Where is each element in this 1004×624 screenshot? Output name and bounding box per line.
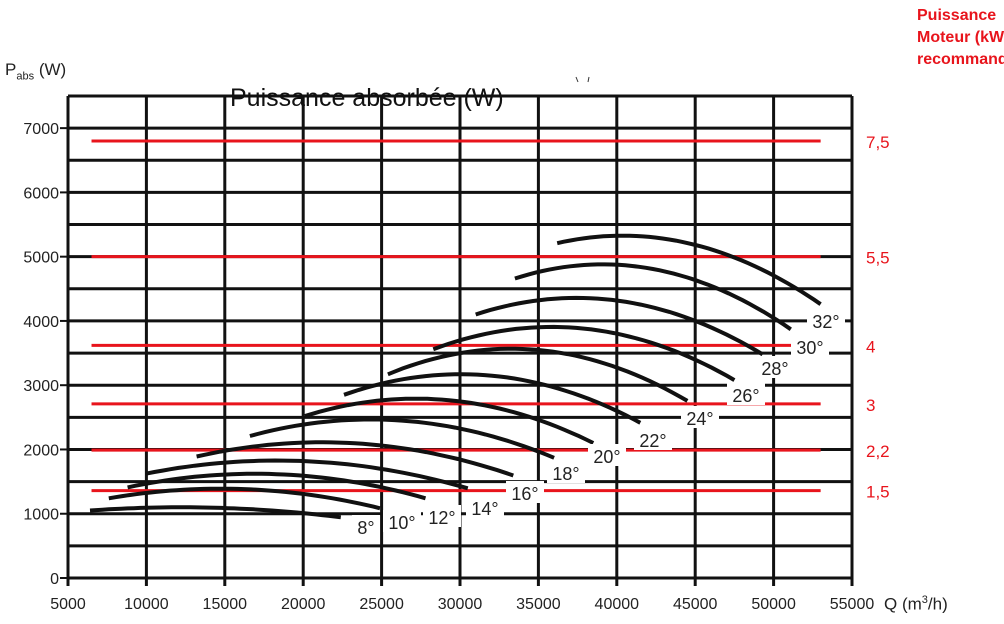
x-tick-label: 20000 — [281, 596, 326, 613]
motor-lines: 7,5 5,5 4 3 2,2 1,5 — [91, 133, 890, 502]
motor-power-label: 4 — [866, 337, 875, 356]
curves — [89, 233, 822, 520]
blade-angle-curve — [304, 396, 595, 445]
blade-angle-curve — [343, 372, 642, 425]
x-tick-label: 40000 — [595, 596, 640, 613]
x-tick-label: 5000 — [50, 596, 86, 613]
curve-label: 22° — [639, 431, 666, 451]
y-tick-label: 3000 — [23, 378, 59, 395]
axis-ticks: 0 1000 2000 3000 4000 5000 6000 7000 5000 10000 15… — [23, 121, 874, 613]
blade-angle-curve — [249, 417, 555, 460]
curve-label: 24° — [686, 409, 713, 429]
curve-label: 20° — [593, 447, 620, 467]
x-tick-label: 10000 — [124, 596, 169, 613]
curve-label-background — [791, 335, 829, 357]
y-tick-label: 5000 — [23, 250, 59, 267]
right-title-line: Puissance — [917, 7, 997, 24]
y-tick-label: 7000 — [23, 121, 59, 138]
x-tick-label: 30000 — [438, 596, 483, 613]
curve-labels: 8° 10° 12° 14° 16° 18° 20° 22° 24° 26°28° 30° 32° — [352, 309, 845, 538]
curve-label-background — [634, 428, 672, 450]
blade-angle-curve — [475, 295, 764, 357]
blade-angle-curve — [89, 505, 342, 520]
right-title-line: Moteur (kW) — [917, 29, 1004, 46]
y-tick-label: 0 — [50, 571, 59, 588]
curve-label-background — [506, 481, 544, 503]
motor-power-label: 3 — [866, 396, 875, 415]
x-tick-label: 55000 — [830, 596, 875, 613]
y-tick-label: 6000 — [23, 185, 59, 202]
curve-label: 8° — [357, 518, 374, 538]
x-tick-label: 35000 — [516, 596, 561, 613]
curve-label: 32° — [812, 312, 839, 332]
x-axis-label: Q (m3/h) — [884, 594, 948, 615]
y-axis-label: Pabs (W) — [5, 60, 66, 82]
curve-label-background — [352, 515, 380, 537]
blade-angle-curve — [108, 486, 381, 511]
curve-label: 26° — [732, 386, 759, 406]
curve-label-background — [588, 444, 626, 466]
blade-angle-curve — [556, 233, 822, 306]
curve-label-background — [807, 309, 845, 331]
right-axis-title: Puissance Moteur (kW) recommandé — [917, 5, 1004, 71]
x-label-main: Q (m — [884, 594, 922, 614]
y-label-unit: (W) — [38, 60, 67, 79]
curve-label-background — [681, 406, 719, 428]
y-label-main: P — [5, 60, 17, 79]
motor-power-label: 5,5 — [866, 249, 890, 268]
y-label-sub: abs — [16, 70, 35, 83]
blade-angle-curve — [146, 458, 469, 491]
blade-angle-curve — [196, 440, 514, 478]
curve-label-background — [547, 461, 585, 483]
blade-angle-curve — [514, 262, 792, 331]
x-tick-label: 50000 — [751, 596, 796, 613]
motor-power-label: 7,5 — [866, 133, 890, 152]
x-tick-label: 45000 — [673, 596, 718, 613]
motor-power-label: 1,5 — [866, 483, 890, 502]
x-tick-label: 15000 — [203, 596, 248, 613]
artifact-marks — [575, 76, 590, 83]
x-label-sup: 3 — [921, 594, 928, 606]
curve-label: 10° — [388, 513, 415, 533]
curve-label-background — [423, 505, 461, 527]
curve-label: 30° — [796, 338, 823, 358]
x-label-end: /h) — [927, 594, 948, 614]
curve-label-background — [727, 383, 765, 405]
chart-title: Puissance absorbée (W) — [230, 84, 504, 112]
x-tick-label: 25000 — [359, 596, 404, 613]
curve-label-background — [466, 496, 504, 518]
curve-label: 14° — [471, 499, 498, 519]
curve-label: 18° — [552, 464, 579, 484]
blade-angle-curve — [432, 324, 736, 382]
curve-label-background — [756, 356, 794, 378]
curve-label: 16° — [511, 484, 538, 504]
y-tick-label: 1000 — [23, 507, 59, 524]
blade-angle-curve — [387, 346, 689, 403]
curve-label-background — [383, 510, 421, 532]
curve-label: 12° — [428, 508, 455, 528]
y-tick-label: 2000 — [23, 442, 59, 459]
right-title-line: recommandé — [917, 51, 1004, 68]
curve-label: 28° — [761, 359, 788, 379]
y-tick-label: 4000 — [23, 314, 59, 331]
motor-power-label: 2,2 — [866, 442, 890, 461]
blade-angle-curve — [127, 471, 427, 501]
